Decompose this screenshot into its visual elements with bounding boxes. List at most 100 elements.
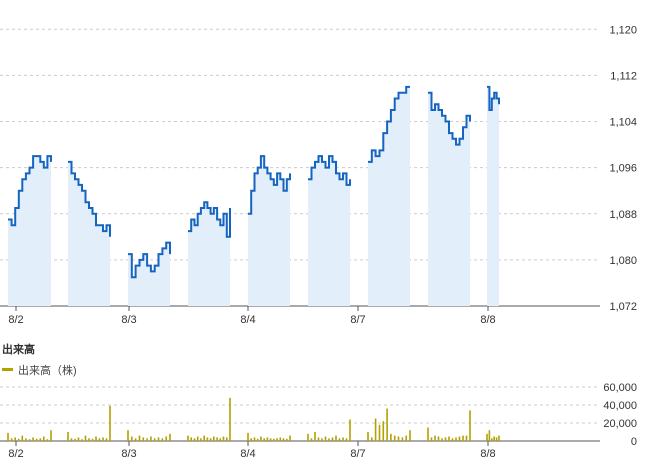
price-line-8/3-AM [128, 241, 171, 279]
volume-legend-label: 出来高（株) [18, 363, 77, 377]
price-line-8/7-AM [368, 85, 410, 163]
volume-bar [397, 436, 400, 441]
volume-bar [367, 432, 369, 441]
price-line-8/3-PM [188, 201, 231, 238]
price-y-tick-label: 1,088 [609, 209, 637, 221]
volume-bar [165, 436, 167, 441]
volume-x-tick-label: 8/4 [240, 448, 255, 460]
volume-bar [345, 438, 348, 441]
volume-bar [81, 439, 83, 441]
volume-bar [335, 435, 337, 441]
volume-bar [206, 437, 209, 441]
price-line-8/8-AM [487, 85, 500, 111]
volume-bar [203, 435, 205, 441]
price-y-tick-label: 1,104 [609, 117, 637, 129]
volume-bar [146, 438, 148, 441]
volume-bar [488, 430, 491, 441]
volume-bar [434, 435, 436, 441]
volume-y-tick-label: 40,000 [603, 400, 637, 412]
volume-bar [493, 436, 495, 441]
volume-bar [349, 419, 351, 441]
price-area-8/3-PM [188, 202, 230, 306]
volume-bar [77, 437, 80, 441]
volume-x-tick-label: 8/7 [350, 448, 365, 460]
price-y-tick-label: 1,112 [610, 70, 637, 82]
volume-bar [102, 437, 104, 441]
price-area-8/7-AM [368, 86, 410, 307]
price-x-axis: 8/2 8/3 8/4 8/7 8/8 [8, 306, 496, 326]
volume-y-tick-label: 20,000 [603, 418, 637, 430]
volume-bar [279, 437, 282, 441]
volume-bar [390, 433, 392, 441]
volume-bar [495, 437, 498, 441]
volume-bar [134, 438, 137, 441]
price-line-8/2-PM [68, 160, 111, 237]
price-y-axis: 1,072 1,080 1,088 1,096 1,104 1,112 1,120 [609, 24, 637, 313]
volume-bar [282, 438, 285, 441]
volume-bar [286, 438, 288, 442]
volume-bar [10, 438, 13, 441]
volume-bar [250, 438, 252, 441]
price-line-8/2-AM [8, 155, 52, 227]
volume-bar [229, 397, 231, 441]
price-y-tick-label: 1,120 [609, 24, 637, 36]
volume-bar [219, 438, 222, 441]
volume-bar [14, 437, 16, 441]
volume-grid [0, 386, 600, 442]
price-area-8/2-PM [68, 161, 110, 306]
volume-bar [196, 436, 199, 441]
price-lines [8, 85, 500, 279]
volume-bar [7, 432, 9, 441]
price-area-8/2-AM [8, 156, 51, 306]
volume-bar [260, 436, 262, 441]
volume-bar [213, 436, 215, 441]
volume-bar [486, 433, 488, 441]
price-line-8/7-PM [428, 91, 471, 146]
volume-x-axis: 8/2 8/3 8/4 8/7 8/8 [8, 441, 496, 460]
volume-bar [222, 436, 225, 441]
volume-bar [338, 438, 341, 441]
volume-bar [98, 438, 101, 441]
volume-bar [441, 438, 443, 441]
volume-bar [276, 438, 278, 441]
volume-bar [307, 433, 309, 441]
volume-legend-swatch [2, 368, 13, 371]
volume-bar [430, 437, 433, 441]
volume-bar [328, 438, 330, 441]
volume-bar [127, 430, 129, 441]
volume-bar [331, 437, 334, 441]
volume-bar [209, 438, 212, 441]
volume-bar [253, 437, 256, 441]
volume-bar [289, 435, 291, 441]
volume-bar [200, 438, 202, 441]
volume-bar [46, 439, 49, 441]
volume-bar [310, 438, 313, 441]
volume-bar [216, 437, 218, 441]
volume-bar [35, 438, 38, 442]
volume-bar [187, 435, 189, 441]
volume-bar [374, 418, 377, 441]
volume-title: 出来高 [2, 342, 35, 356]
volume-legend[interactable]: 出来高（株) [2, 363, 77, 377]
volume-bar [91, 438, 94, 442]
price-x-tick-label: 8/4 [240, 314, 255, 326]
volume-x-tick-label: 8/2 [8, 448, 23, 460]
volume-bar [458, 436, 461, 441]
volume-bar [455, 437, 457, 441]
volume-bar [32, 437, 34, 441]
volume-bar [84, 435, 87, 441]
volume-bar [371, 437, 373, 441]
volume-bar [498, 435, 500, 441]
volume-bar [405, 435, 407, 441]
volume-bar [161, 438, 164, 441]
volume-bar [105, 438, 108, 441]
price-area-fills [8, 86, 499, 307]
price-area-8/3-AM [128, 242, 170, 306]
volume-bar [95, 436, 97, 441]
volume-bar [39, 438, 42, 441]
volume-bar [70, 438, 73, 441]
volume-bar [386, 408, 388, 441]
price-y-tick-label: 1,096 [609, 163, 637, 175]
price-area-8/4-PM [308, 156, 350, 306]
